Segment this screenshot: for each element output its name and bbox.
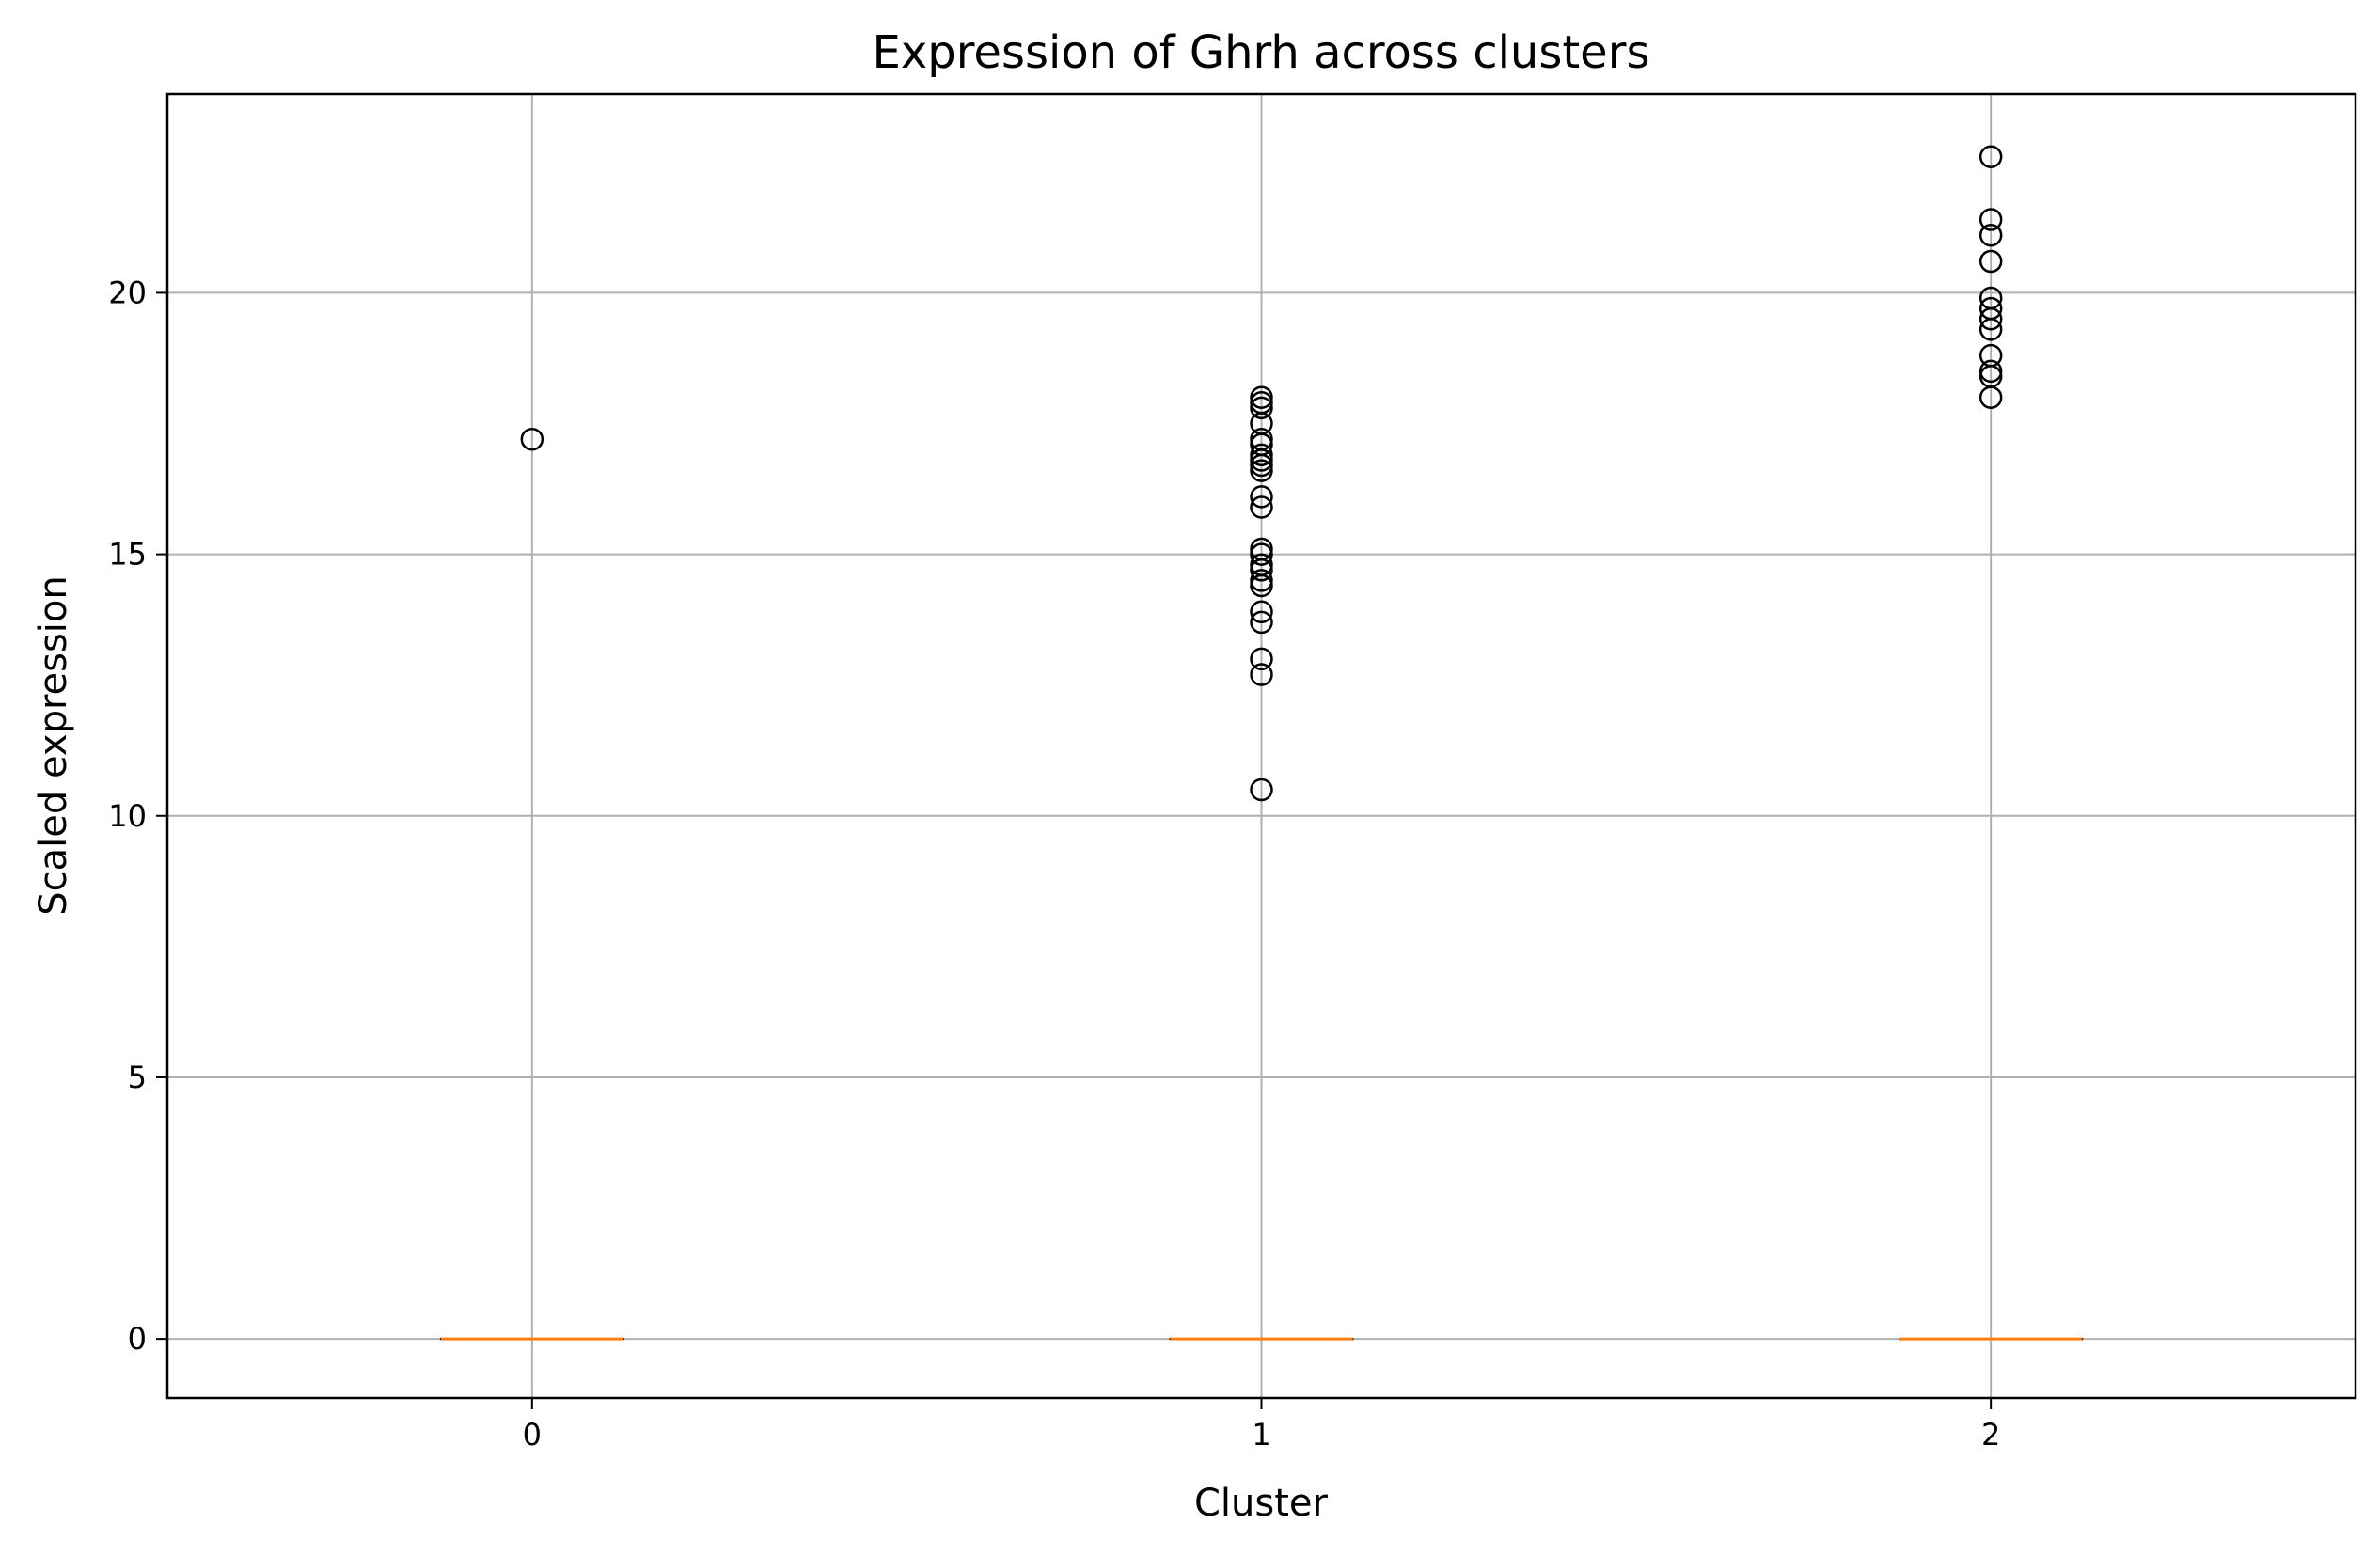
y-tick-label: 10 <box>108 798 147 834</box>
chart-title: Expression of Ghrh across clusters <box>873 26 1650 79</box>
y-axis-label: Scaled expression <box>32 575 75 915</box>
x-tick-label: 2 <box>1981 1417 2000 1453</box>
y-tick-label: 0 <box>128 1321 147 1357</box>
y-tick-label: 15 <box>108 537 147 573</box>
x-tick-label: 0 <box>523 1417 542 1453</box>
y-tick-label: 20 <box>108 275 147 310</box>
y-tick-label: 5 <box>128 1060 147 1095</box>
x-axis-label: Cluster <box>1194 1482 1329 1525</box>
x-tick-label: 1 <box>1252 1417 1270 1453</box>
